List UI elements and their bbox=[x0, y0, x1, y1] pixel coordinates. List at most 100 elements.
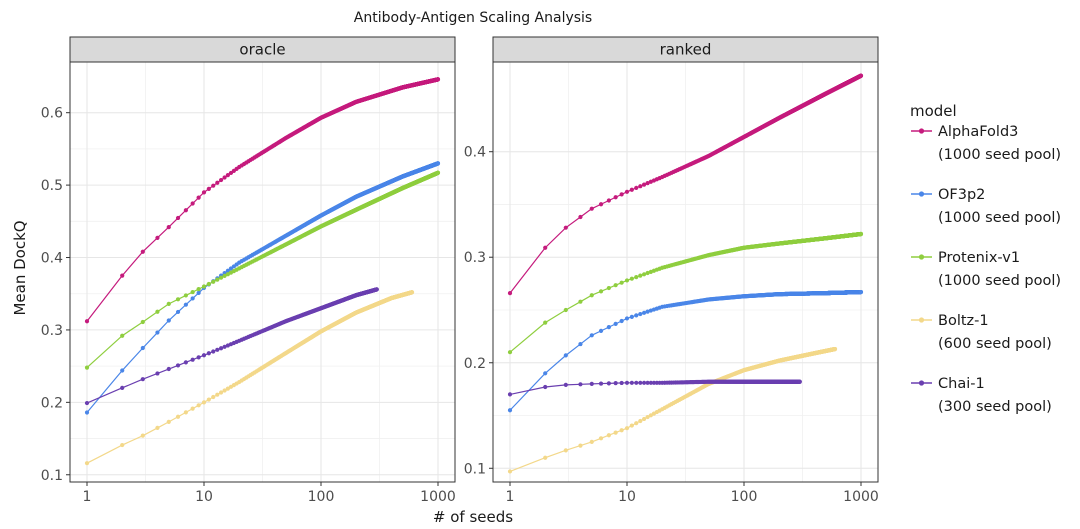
data-point bbox=[84, 319, 90, 324]
data-point bbox=[175, 309, 181, 315]
data-point bbox=[140, 433, 145, 438]
x-tick-label: 100 bbox=[308, 489, 335, 505]
data-point bbox=[120, 368, 125, 373]
x-tick-label: 100 bbox=[731, 489, 758, 505]
data-point bbox=[140, 377, 145, 382]
data-point bbox=[219, 177, 224, 183]
data-point bbox=[84, 400, 90, 406]
y-tick-label: 0.4 bbox=[41, 251, 63, 267]
strip-label-ranked: ranked bbox=[660, 41, 712, 59]
y-tick-label: 0.5 bbox=[41, 178, 63, 194]
data-point bbox=[435, 170, 441, 175]
data-point bbox=[155, 371, 160, 376]
data-point bbox=[155, 235, 160, 240]
x-tick-label: 1 bbox=[83, 489, 92, 505]
data-point bbox=[225, 173, 230, 178]
y-tick-label: 0.1 bbox=[41, 468, 63, 484]
y-tick-label: 0.6 bbox=[41, 106, 63, 122]
chart-title: Antibody-Antigen Scaling Analysis bbox=[354, 10, 592, 26]
series-of3p2-oracle bbox=[84, 161, 441, 415]
data-point bbox=[120, 273, 125, 278]
data-point bbox=[84, 365, 90, 370]
data-point bbox=[598, 202, 604, 207]
data-point bbox=[196, 287, 201, 292]
data-point bbox=[201, 284, 207, 289]
data-point bbox=[613, 195, 618, 200]
data-point bbox=[638, 184, 643, 189]
data-point bbox=[563, 225, 568, 230]
data-point bbox=[140, 319, 145, 325]
data-point bbox=[190, 289, 195, 295]
legend-title: model bbox=[910, 102, 957, 120]
data-point bbox=[140, 345, 145, 351]
data-point bbox=[858, 73, 864, 78]
data-point bbox=[222, 175, 227, 180]
data-point bbox=[166, 301, 171, 306]
data-point bbox=[120, 333, 125, 338]
data-point bbox=[183, 293, 188, 298]
data-point bbox=[196, 195, 201, 200]
data-point bbox=[190, 296, 195, 301]
data-point bbox=[183, 410, 188, 415]
data-point bbox=[190, 357, 195, 362]
data-point bbox=[183, 302, 188, 307]
data-point bbox=[435, 77, 441, 82]
data-point bbox=[175, 215, 181, 221]
data-point bbox=[543, 371, 548, 376]
data-point bbox=[215, 392, 220, 397]
data-point bbox=[140, 249, 145, 254]
data-point bbox=[507, 408, 513, 413]
data-point bbox=[435, 161, 441, 166]
data-point bbox=[215, 277, 220, 282]
data-point bbox=[84, 410, 90, 415]
data-point bbox=[215, 347, 220, 352]
y-tick-label: 0.2 bbox=[464, 356, 486, 372]
data-point bbox=[206, 351, 211, 356]
y-tick-label: 0.4 bbox=[464, 145, 486, 161]
data-point bbox=[175, 297, 181, 302]
data-point bbox=[155, 425, 160, 431]
data-point bbox=[211, 349, 216, 354]
data-point bbox=[409, 290, 415, 295]
data-point bbox=[228, 170, 234, 176]
data-point bbox=[196, 403, 201, 408]
data-point bbox=[634, 185, 639, 191]
y-tick-label: 0.2 bbox=[41, 395, 63, 411]
data-point bbox=[183, 208, 188, 213]
data-point bbox=[155, 330, 160, 335]
x-tick-label: 10 bbox=[618, 489, 636, 505]
strip-oracle bbox=[69, 36, 456, 63]
strip-label-oracle: oracle bbox=[239, 41, 285, 59]
data-point bbox=[84, 461, 90, 466]
data-point bbox=[211, 183, 216, 188]
data-point bbox=[211, 279, 216, 284]
data-point bbox=[175, 363, 181, 368]
data-point bbox=[589, 206, 594, 211]
data-point bbox=[201, 190, 207, 195]
y-axis-title: Mean DockQ bbox=[11, 220, 29, 315]
y-tick-label: 0.3 bbox=[464, 250, 486, 266]
data-point bbox=[578, 214, 583, 220]
data-point bbox=[183, 360, 188, 365]
data-point bbox=[166, 318, 171, 323]
y-tick-label: 0.1 bbox=[464, 461, 486, 477]
data-point bbox=[120, 442, 125, 448]
y-tick-label: 0.3 bbox=[41, 323, 63, 339]
data-point bbox=[606, 198, 611, 203]
data-point bbox=[166, 419, 171, 424]
data-point bbox=[196, 355, 201, 360]
x-tick-label: 1000 bbox=[420, 489, 456, 505]
data-point bbox=[225, 268, 230, 273]
data-point bbox=[201, 353, 207, 358]
data-point bbox=[543, 245, 548, 250]
data-point bbox=[211, 394, 216, 400]
data-point bbox=[175, 414, 181, 419]
data-point bbox=[563, 353, 568, 358]
data-point bbox=[206, 281, 211, 287]
x-axis-title: # of seeds bbox=[433, 508, 513, 526]
data-point bbox=[201, 400, 207, 405]
data-point bbox=[166, 225, 171, 230]
data-point bbox=[624, 189, 630, 194]
